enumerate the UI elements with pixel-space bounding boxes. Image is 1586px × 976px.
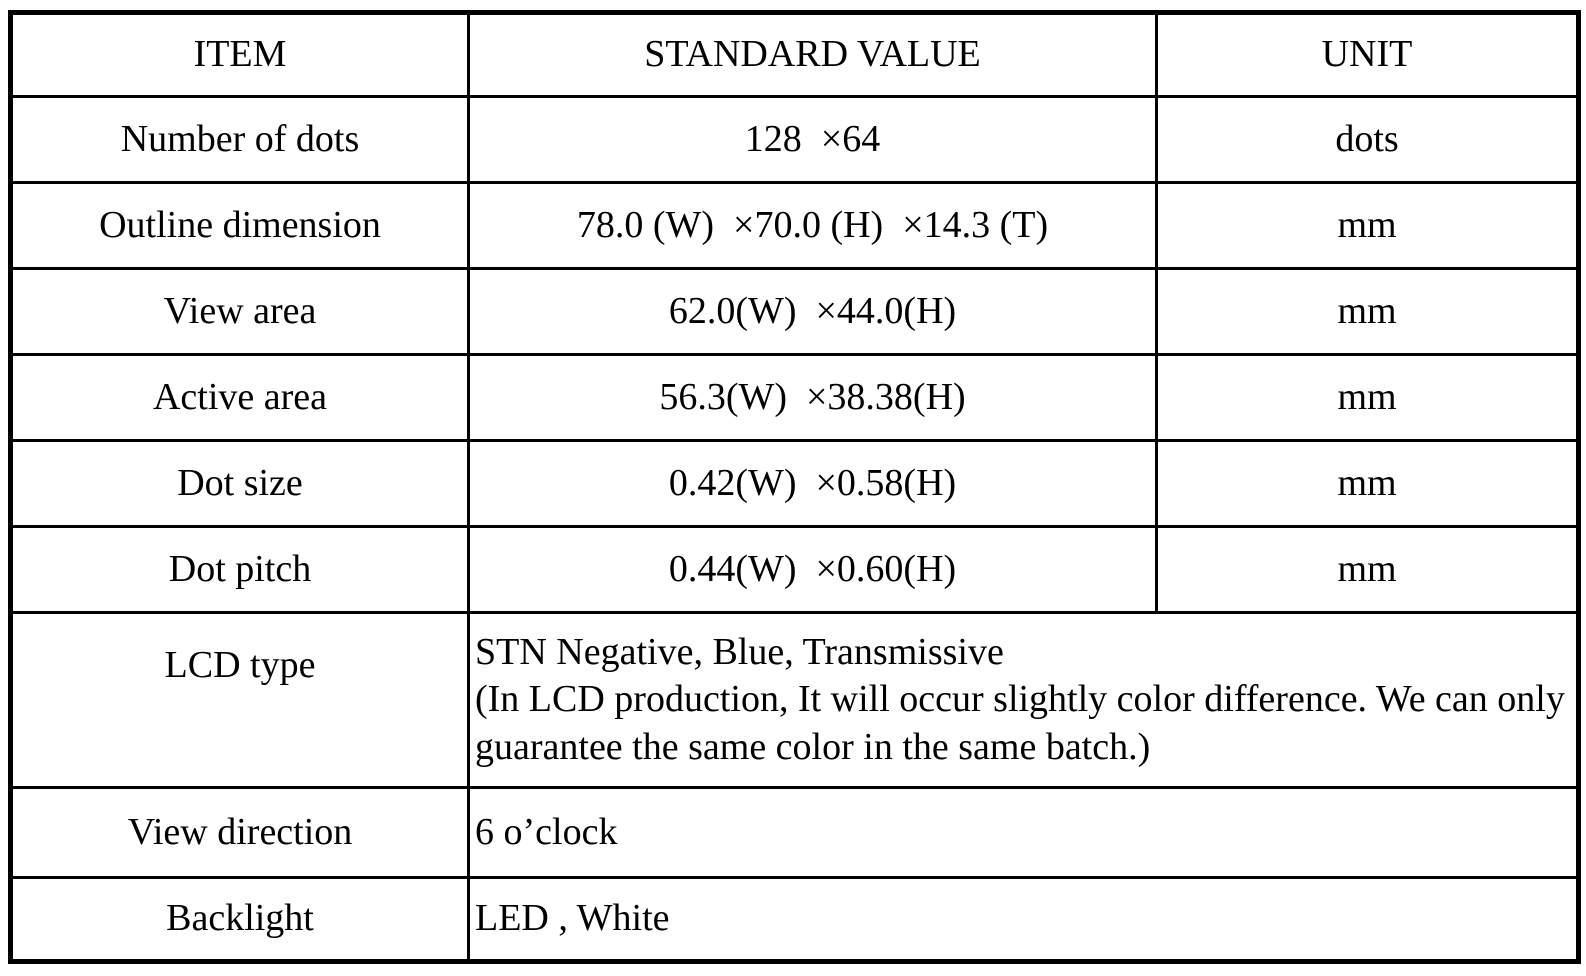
row-value-active-area: 56.3(W) ×38.38(H) bbox=[467, 353, 1158, 442]
table-row: Number of dots 128 ×64 dots bbox=[9, 95, 1580, 184]
header-row: ITEM STANDARD VALUE UNIT bbox=[9, 11, 1580, 98]
row-unit-outline-dimension: mm bbox=[1155, 181, 1580, 270]
row-unit-view-area: mm bbox=[1155, 267, 1580, 356]
row-value-dot-pitch: 0.44(W) ×0.60(H) bbox=[467, 525, 1158, 614]
row-item-active-area: Active area bbox=[9, 353, 470, 442]
row-unit-dot-size: mm bbox=[1155, 439, 1580, 528]
row-item-lcd-type: LCD type bbox=[9, 611, 470, 789]
row-item-backlight: Backlight bbox=[9, 876, 470, 963]
row-item-view-direction: View direction bbox=[9, 786, 470, 879]
row-item-view-area: View area bbox=[9, 267, 470, 356]
row-value-outline-dimension: 78.0 (W) ×70.0 (H) ×14.3 (T) bbox=[467, 181, 1158, 270]
row-value-number-of-dots: 128 ×64 bbox=[467, 95, 1158, 184]
table-row: Outline dimension 78.0 (W) ×70.0 (H) ×14… bbox=[9, 181, 1580, 270]
row-value-backlight: LED , White bbox=[467, 876, 1580, 963]
row-value-lcd-type: STN Negative, Blue, Transmissive (In LCD… bbox=[467, 611, 1580, 789]
row-item-number-of-dots: Number of dots bbox=[9, 95, 470, 184]
table-row: Backlight LED , White bbox=[9, 876, 1580, 963]
row-value-dot-size: 0.42(W) ×0.58(H) bbox=[467, 439, 1158, 528]
header-standard-value: STANDARD VALUE bbox=[467, 11, 1158, 98]
header-item: ITEM bbox=[9, 11, 470, 98]
spec-table-container: ITEM STANDARD VALUE UNIT Number of dots … bbox=[8, 10, 1581, 964]
table-row: Active area 56.3(W) ×38.38(H) mm bbox=[9, 353, 1580, 442]
table-row: LCD type STN Negative, Blue, Transmissiv… bbox=[9, 611, 1580, 789]
row-item-dot-size: Dot size bbox=[9, 439, 470, 528]
row-item-outline-dimension: Outline dimension bbox=[9, 181, 470, 270]
lcd-spec-table: ITEM STANDARD VALUE UNIT Number of dots … bbox=[8, 10, 1581, 964]
table-row: Dot size 0.42(W) ×0.58(H) mm bbox=[9, 439, 1580, 528]
table-row: View area 62.0(W) ×44.0(H) mm bbox=[9, 267, 1580, 356]
table-row: Dot pitch 0.44(W) ×0.60(H) mm bbox=[9, 525, 1580, 614]
row-item-dot-pitch: Dot pitch bbox=[9, 525, 470, 614]
row-unit-dot-pitch: mm bbox=[1155, 525, 1580, 614]
row-unit-number-of-dots: dots bbox=[1155, 95, 1580, 184]
header-unit: UNIT bbox=[1155, 11, 1580, 98]
row-value-view-direction: 6 o’clock bbox=[467, 786, 1580, 879]
row-unit-active-area: mm bbox=[1155, 353, 1580, 442]
row-value-view-area: 62.0(W) ×44.0(H) bbox=[467, 267, 1158, 356]
table-row: View direction 6 o’clock bbox=[9, 786, 1580, 879]
